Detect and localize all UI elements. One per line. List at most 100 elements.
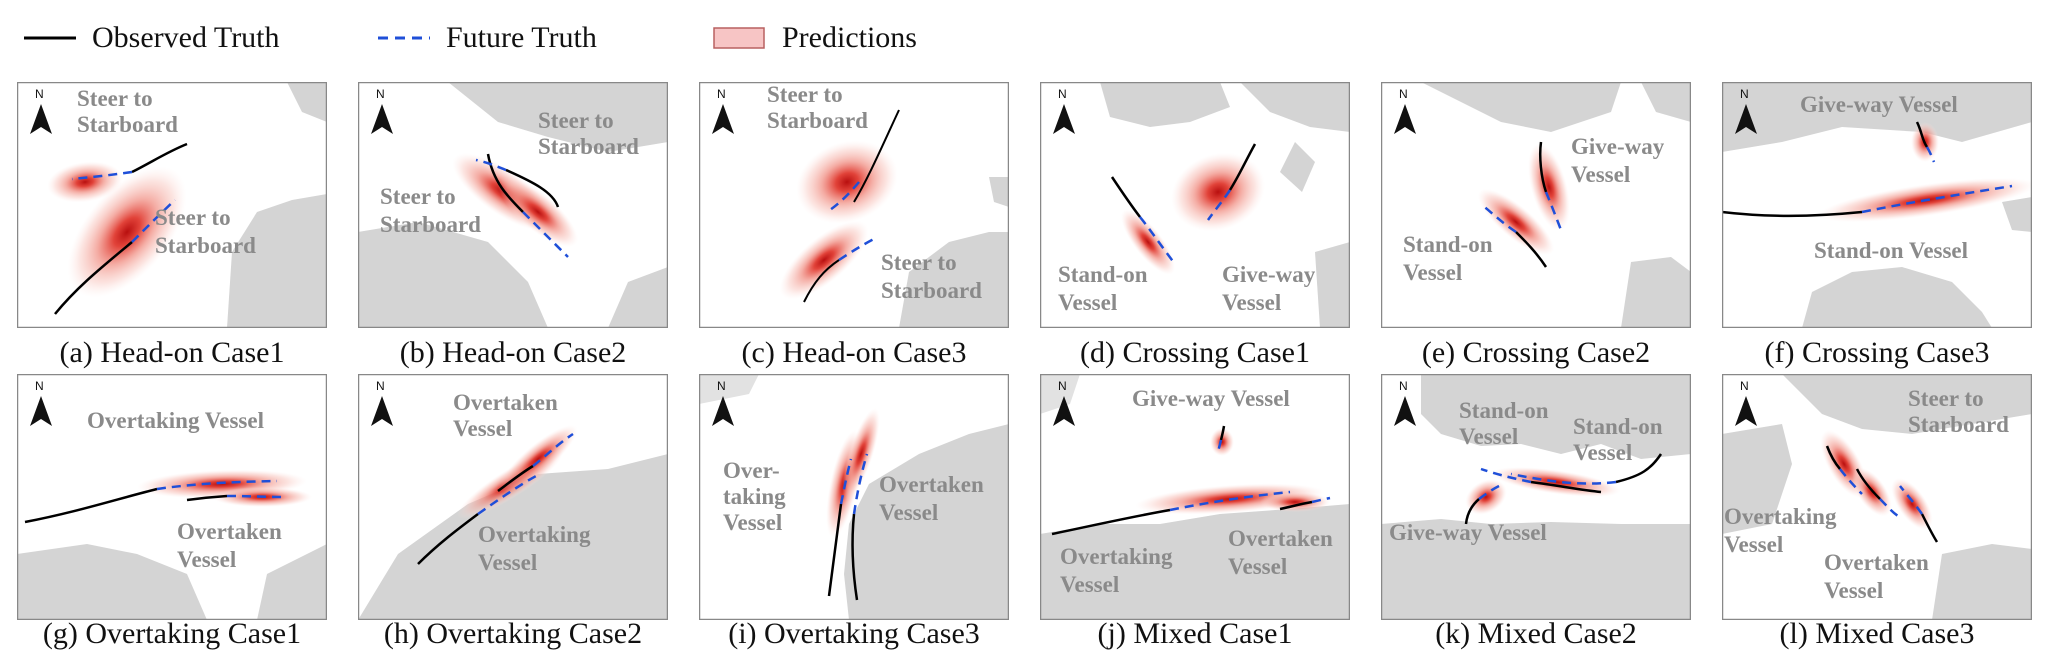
observed-trajectory (1538, 141, 1548, 193)
vessel-label: Vessel (1403, 260, 1462, 285)
vessel-label: Give-way Vessel (1389, 520, 1547, 545)
vessel-label: Vessel (478, 550, 537, 575)
svg-text:N: N (1399, 87, 1408, 101)
vessel-label: Overtaken (453, 390, 558, 415)
prediction-density (796, 140, 898, 224)
svg-text:N: N (1740, 87, 1749, 101)
north-arrow-icon: N (1735, 87, 1757, 134)
caption-l: (l) Mixed Case3 (1779, 617, 1975, 650)
future-trajectory (156, 479, 278, 491)
vessel-label: Overtaken (1228, 526, 1333, 551)
land-mass (1381, 519, 1691, 620)
future-trajectory (1206, 189, 1232, 221)
vessel-label: Starboard (77, 112, 178, 137)
svg-text:Overtaking Vessel: Overtaking Vessel (87, 408, 264, 433)
panel-l: N Steer to Starboard Overtaking Vessel Ove… (1722, 374, 2032, 620)
future-trajectory (1510, 472, 1617, 485)
observed-trajectory (851, 513, 859, 601)
caption-h: (h) Overtaking Case2 (383, 617, 643, 650)
land-mass (608, 267, 668, 328)
observed-trajectory (1110, 176, 1141, 218)
north-arrow-icon: N (371, 379, 393, 426)
land-mass (227, 194, 327, 328)
vessel-label: Overtaking (1724, 504, 1837, 529)
prediction-density (67, 166, 187, 298)
prediction-density (1121, 209, 1175, 275)
future-truth-dashed-line-icon (378, 36, 430, 40)
vessel-label: Vessel (1058, 290, 1117, 315)
future-trajectory (71, 170, 133, 181)
vessel-label: Overtaking Vessel (87, 408, 264, 433)
land-mass (1782, 374, 2032, 434)
vessel-label: Starboard (1908, 412, 2009, 437)
future-trajectory (839, 458, 853, 505)
land-mass (844, 424, 1009, 620)
caption-i: (i) Overtaking Case3 (728, 617, 980, 650)
vessel-label: Starboard (380, 212, 481, 237)
future-trajectory (1480, 467, 1532, 484)
future-trajectory (1478, 484, 1500, 501)
north-arrow-icon: N (712, 379, 734, 426)
observed-trajectory (1855, 468, 1881, 500)
svg-text:N: N (376, 379, 385, 393)
land-mass (1240, 82, 1350, 132)
future-trajectory (532, 432, 574, 467)
vessel-label: Vessel (1060, 572, 1119, 597)
panel-j: N Give-way Vessel Overtaking Vessel Overt… (1040, 374, 1350, 620)
caption-b: (b) Head-on Case2 (399, 336, 627, 369)
vessel-label: Starboard (538, 134, 639, 159)
land-mass (989, 177, 1009, 207)
future-trajectory (1216, 439, 1223, 453)
panel-f: N Give-way Vessel Stand-on Vessel (1722, 82, 2032, 328)
caption-a: (a) Head-on Case1 (59, 336, 285, 369)
vessel-label: Stand-on (1403, 232, 1493, 257)
future-trajectory (826, 181, 860, 214)
land-mass (899, 232, 1009, 328)
svg-text:N: N (1740, 379, 1749, 393)
legend: Observed Truth Future Truth Predictions (0, 0, 2052, 70)
prediction-density (1477, 188, 1555, 256)
vessel-label: Vessel (879, 500, 938, 525)
north-arrow-icon: N (30, 87, 52, 134)
vessel-label: Stand-on (1058, 262, 1148, 287)
future-trajectory (852, 453, 869, 515)
legend-observed-truth: Observed Truth (22, 18, 280, 58)
observed-trajectory (1825, 445, 1841, 470)
observed-trajectory (497, 464, 534, 492)
future-trajectory (1925, 146, 1936, 163)
observed-trajectory (131, 142, 188, 174)
observed-truth-line-icon (24, 36, 76, 40)
prediction-density (1528, 143, 1570, 231)
vessel-label: Overtaking (1060, 544, 1173, 569)
panel-i: N Over-taking Vessel Overtaken Vessel (699, 374, 1009, 620)
observed-trajectory (853, 109, 900, 203)
vessel-label: Overtaken (1824, 550, 1929, 575)
panel-k: N Stand-on Vessel Stand-on Vessel Give-way… (1381, 374, 1691, 620)
svg-text:N: N (35, 379, 44, 393)
vessel-label: Stand-on (1459, 398, 1549, 423)
vessel-label: Vessel (1724, 532, 1783, 557)
north-arrow-icon: N (1053, 87, 1075, 134)
vessel-label: Overtaken (177, 519, 282, 544)
svg-text:N: N (717, 379, 726, 393)
future-trajectory (1139, 216, 1176, 265)
land-mass (1621, 257, 1691, 328)
vessel-label: Stand-on Vessel (1814, 238, 1968, 263)
prediction-density (779, 220, 869, 300)
vessel-label: Starboard (155, 233, 256, 258)
observed-trajectory (24, 487, 158, 524)
land-mass (1421, 374, 1691, 459)
caption-c: (c) Head-on Case3 (741, 336, 967, 369)
